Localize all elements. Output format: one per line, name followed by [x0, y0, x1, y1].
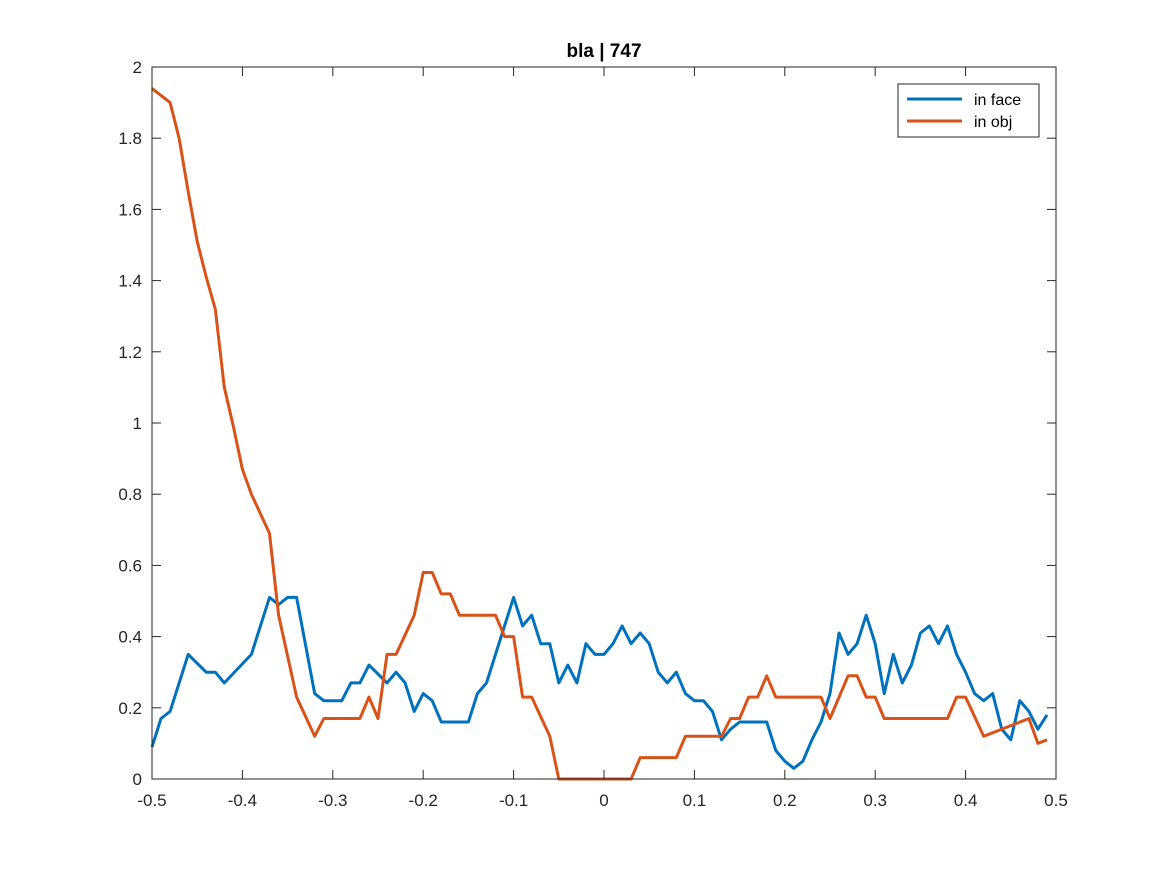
x-tick-label: 0.2 [773, 791, 797, 810]
x-tick-label: 0.1 [683, 791, 707, 810]
legend-label-in-face: in face [974, 92, 1021, 109]
y-tick-label: 0.4 [118, 628, 142, 647]
x-tick-label: -0.5 [137, 791, 166, 810]
y-tick-label: 0.8 [118, 485, 142, 504]
y-tick-label: 1.8 [118, 129, 142, 148]
x-tick-label: -0.1 [499, 791, 528, 810]
axis-ticks: -0.5 -0.4 -0.3 -0.2 -0.1 0 0.1 0.2 0.3 0.4 0.5 0 0.2… [118, 58, 1067, 810]
y-tick-label: 1 [133, 414, 142, 433]
x-tick-label: -0.4 [228, 791, 257, 810]
y-tick-label: 0.6 [118, 556, 142, 575]
series-line-in-obj [151, 87, 1048, 781]
series-line-in-face [150, 595, 1049, 770]
legend-label-in-obj: in obj [974, 114, 1012, 131]
legend-box [897, 83, 1040, 138]
y-tick-label: 1.6 [118, 200, 142, 219]
y-tick-label: 2 [133, 58, 142, 77]
x-tick-label: 0.4 [954, 791, 978, 810]
x-tick-label: -0.2 [409, 791, 438, 810]
legend: in face in obj [897, 83, 1040, 138]
y-tick-label: 0 [133, 770, 142, 789]
x-tick-label: -0.3 [318, 791, 347, 810]
axes-box [151, 66, 1057, 780]
plot-area [152, 67, 1056, 779]
y-tick-label: 1.2 [118, 343, 142, 362]
x-tick-label: 0.3 [863, 791, 887, 810]
x-tick-label: 0.5 [1044, 791, 1068, 810]
y-tick-label: 1.4 [118, 272, 142, 291]
y-tick-label: 0.2 [118, 699, 142, 718]
x-tick-label: 0 [599, 791, 608, 810]
series-layer [150, 87, 1049, 781]
chart-title: bla | 747 [566, 41, 641, 62]
